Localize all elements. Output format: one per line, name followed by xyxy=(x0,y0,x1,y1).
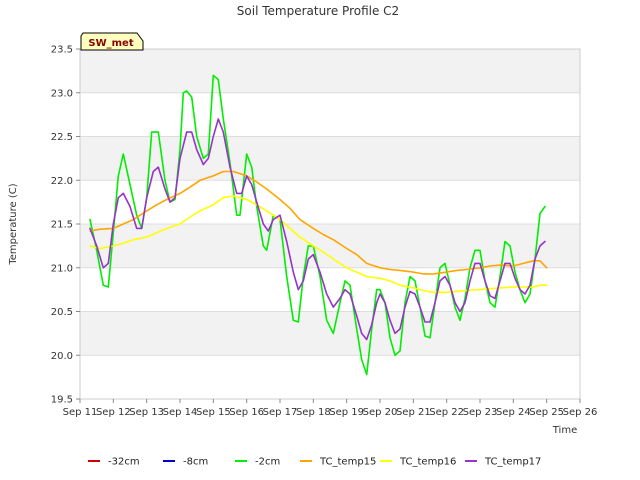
legend-item: TC_temp17 xyxy=(465,457,541,468)
x-tick-label: Sep 21 xyxy=(396,407,431,418)
y-axis-label: Temperature (C) xyxy=(8,183,19,265)
grid-band xyxy=(80,224,580,268)
legend: -32cm -8cm -2cm TC_temp15 TC_temp16 TC_temp17 xyxy=(88,457,541,468)
chart-title: Soil Temperature Profile C2 xyxy=(237,4,399,18)
legend-item: TC_temp15 xyxy=(300,457,376,468)
legend-item: -2cm xyxy=(235,457,280,468)
grid-band xyxy=(80,311,580,356)
legend-label: TC_temp16 xyxy=(399,457,456,468)
x-tick-label: Sep 15 xyxy=(196,407,231,418)
legend-label: -8cm xyxy=(183,457,208,468)
x-tick-label: Sep 18 xyxy=(296,407,331,418)
series-layer xyxy=(89,74,548,376)
legend-label: TC_temp17 xyxy=(484,457,541,468)
y-tick-label: 20.5 xyxy=(51,307,73,318)
x-tick-label: Sep 19 xyxy=(329,407,364,418)
x-tick-label: Sep 16 xyxy=(229,407,264,418)
y-tick-label: 21.0 xyxy=(51,263,73,274)
series-line-tctemp17 xyxy=(89,118,546,341)
x-axis-label: Time xyxy=(552,425,577,436)
x-tick-label: Sep 24 xyxy=(496,407,531,418)
x-tick-label: Sep 26 xyxy=(563,407,598,418)
grid-bands xyxy=(80,49,580,356)
y-tick-label: 22.5 xyxy=(51,132,73,143)
legend-label: TC_temp15 xyxy=(319,457,376,468)
x-tick-label: Sep 22 xyxy=(429,407,464,418)
y-axis-ticks: 19.5 20.0 20.5 21.0 21.5 22.0 22.5 23.0 23.5 xyxy=(51,45,80,406)
x-tick-label: Sep 25 xyxy=(529,407,564,418)
legend-item: -32cm xyxy=(88,457,140,468)
y-tick-label: 21.5 xyxy=(51,220,73,231)
grid-band xyxy=(80,136,580,181)
y-tick-label: 20.0 xyxy=(51,351,73,362)
grid-band xyxy=(80,49,580,93)
legend-item: TC_temp16 xyxy=(380,457,456,468)
legend-label: -32cm xyxy=(108,457,140,468)
x-tick-label: Sep 17 xyxy=(263,407,298,418)
x-tick-label: Sep 23 xyxy=(463,407,498,418)
annotation-label: SW_met xyxy=(88,38,133,49)
x-tick-label: Sep 13 xyxy=(129,407,164,418)
annotation-box: SW_met xyxy=(80,32,144,51)
x-tick-label: Sep 11 xyxy=(63,407,98,418)
series-line-tctemp15 xyxy=(89,170,548,275)
x-tick-label: Sep 20 xyxy=(363,407,398,418)
y-tick-label: 19.5 xyxy=(51,395,73,406)
legend-label: -2cm xyxy=(255,457,280,468)
y-tick-label: 23.0 xyxy=(51,88,73,99)
legend-item: -8cm xyxy=(163,457,208,468)
series-line-tctemp16 xyxy=(89,195,548,294)
x-tick-label: Sep 12 xyxy=(96,407,131,418)
x-tick-label: Sep 14 xyxy=(163,407,198,418)
y-tick-label: 23.5 xyxy=(51,45,73,56)
y-tick-label: 22.0 xyxy=(51,176,73,187)
